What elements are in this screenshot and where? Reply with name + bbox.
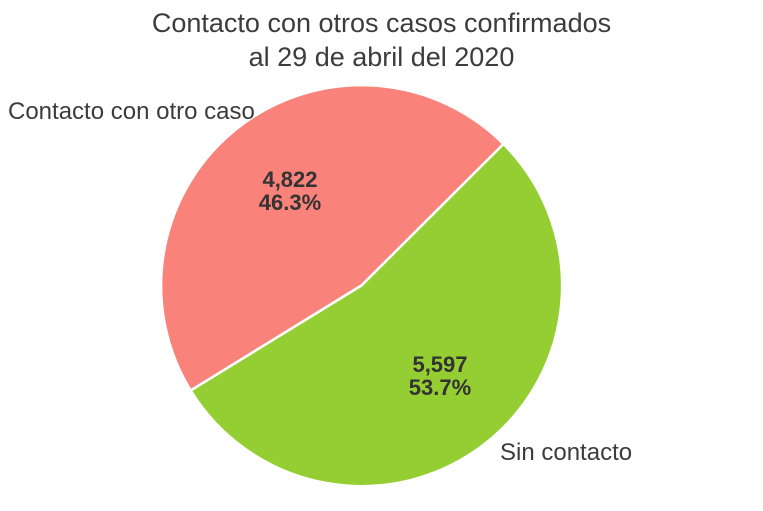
- slice-value-count: 5,597: [412, 352, 468, 377]
- pie-slice-contacto-con-otro-caso[interactable]: [159, 83, 505, 392]
- slice-value-contacto-con-otro-caso: 4,822 46.3%: [259, 168, 321, 214]
- chart-title: Contacto con otros casos confirmados al …: [0, 6, 763, 74]
- pie-slice-sin-contacto[interactable]: [189, 142, 564, 488]
- chart-title-line2: al 29 de abril del 2020: [248, 42, 515, 72]
- slice-value-sin-contacto: 5,597 53.7%: [409, 353, 471, 399]
- chart-title-line1: Contacto con otros casos confirmados: [151, 8, 612, 38]
- slice-label-contacto-con-otro-caso: Contacto con otro caso: [8, 98, 255, 125]
- slice-value-count: 4,822: [262, 167, 318, 192]
- slice-value-percent: 46.3%: [258, 190, 322, 215]
- slice-label-sin-contacto: Sin contacto: [500, 439, 633, 466]
- slice-value-percent: 53.7%: [408, 375, 472, 400]
